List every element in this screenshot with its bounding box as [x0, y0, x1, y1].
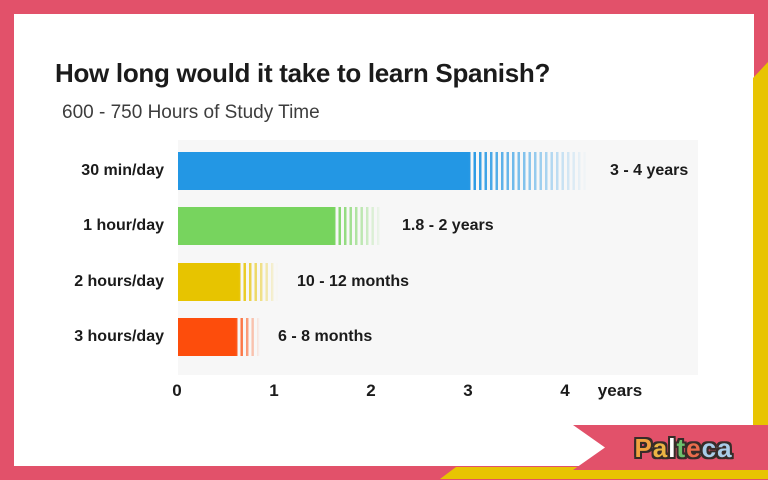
- category-label: 3 hours/day: [74, 328, 164, 345]
- x-tick: 1: [269, 381, 279, 400]
- bar-value-label: 3 - 4 years: [610, 162, 689, 179]
- logo-letter: c: [700, 432, 718, 463]
- category-label: 30 min/day: [81, 162, 164, 179]
- logo-letter: t: [675, 432, 687, 463]
- bar-fade: [333, 207, 385, 245]
- logo-letter: e: [685, 432, 703, 463]
- bar-solid: [178, 152, 468, 190]
- bar-row: 1.8 - 2 years: [178, 207, 494, 245]
- accent-stripe-bottom: [440, 467, 768, 479]
- x-tick: 0: [172, 381, 182, 400]
- chart-subtitle: 600 - 750 Hours of Study Time: [62, 102, 320, 123]
- x-tick: 4: [560, 381, 570, 400]
- logo-letter: a: [716, 432, 734, 463]
- logo-letter: l: [667, 432, 677, 463]
- bar-row: 6 - 8 months: [178, 318, 372, 356]
- bar-solid: [178, 207, 333, 245]
- bar-fade: [468, 152, 593, 190]
- bar-row: 10 - 12 months: [178, 263, 409, 301]
- palteca-logo: Palteca: [633, 432, 734, 463]
- bar-value-label: 6 - 8 months: [278, 328, 373, 345]
- x-tick: 2: [366, 381, 376, 400]
- bar-fade: [238, 263, 280, 301]
- category-label: 2 hours/day: [74, 273, 164, 290]
- bar-value-label: 1.8 - 2 years: [402, 217, 494, 234]
- logo-banner: Palteca: [573, 425, 768, 470]
- bar-fade: [235, 318, 261, 356]
- accent-stripe-right: [753, 62, 768, 425]
- x-axis-unit-label: years: [597, 381, 643, 400]
- chart-title: How long would it take to learn Spanish?: [55, 58, 551, 88]
- logo-letter: P: [633, 432, 653, 463]
- logo-letter: a: [651, 432, 669, 463]
- x-tick: 3: [463, 381, 473, 400]
- bar-row: 3 - 4 years: [178, 152, 688, 190]
- bar-solid: [178, 318, 235, 356]
- bar-value-label: 10 - 12 months: [297, 273, 410, 290]
- category-label: 1 hour/day: [83, 217, 164, 234]
- bar-solid: [178, 263, 238, 301]
